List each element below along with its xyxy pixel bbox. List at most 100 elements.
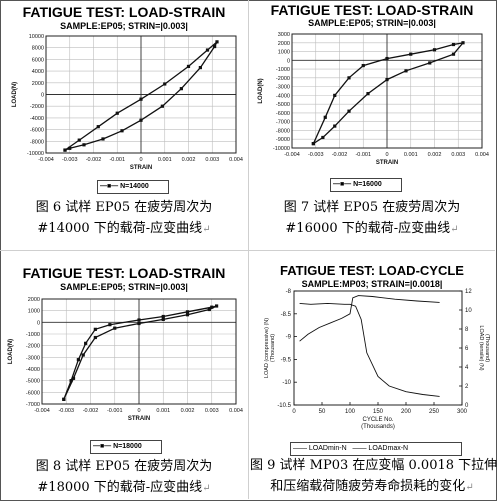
chart-plot-fig9: 0 50 100 150 200 250 300-8-8.5-9-9.5-10-10.512… xyxy=(264,289,490,430)
x-tick-label: 0.004 xyxy=(229,408,243,414)
x-tick-label: -0.001 xyxy=(355,152,371,158)
y-tick-label: 8000 xyxy=(32,46,44,52)
figure-caption: 图 8 试样 EP05 在疲劳周次为 #18000 下的载荷-应变曲线↵ xyxy=(2,456,246,499)
chart-title: FATIGUE TEST: LOAD-STRAIN xyxy=(22,4,226,20)
y-tick-label: -7000 xyxy=(276,120,290,126)
plot-frame xyxy=(45,35,237,154)
data-point-marker xyxy=(215,304,219,308)
plot-frame xyxy=(291,33,483,149)
y-tick-label: -10000 xyxy=(27,151,44,157)
chart-subtitle: SAMPLE:MP03; STRAIN=|0.0018| xyxy=(301,279,443,289)
x-tick-label: 0 xyxy=(292,409,296,415)
series-line-LOADmax-N xyxy=(299,302,440,397)
data-point-marker xyxy=(161,317,165,322)
x-tick-label: -0.002 xyxy=(83,408,99,414)
paragraph-mark-icon: ↵ xyxy=(202,224,211,235)
paragraph-mark-icon: ↵ xyxy=(450,224,459,235)
figure-caption: 图 6 试样 EP05 在疲劳周次为 #14000 下的载荷-应变曲线↵ xyxy=(2,197,246,240)
y-tick-label: -9000 xyxy=(276,137,290,143)
data-point-marker xyxy=(185,310,190,314)
caption-line2: #14000 下的载荷-应变曲线 xyxy=(37,221,203,236)
data-point-marker xyxy=(82,143,86,147)
data-point-marker xyxy=(311,142,315,146)
paragraph-mark-icon: ↵ xyxy=(465,482,474,493)
legend-label: N=14000 xyxy=(120,183,149,190)
y-tick-label: -2000 xyxy=(26,344,40,350)
x-tick-label: 0 xyxy=(137,408,140,414)
data-point-marker xyxy=(207,307,211,312)
x-tick-label: -0.004 xyxy=(284,152,300,158)
y-tick-label: 0 xyxy=(287,58,290,64)
data-point-marker xyxy=(451,42,456,47)
y-tick-label: 4000 xyxy=(32,69,44,75)
x-tick-label: 0.004 xyxy=(475,152,489,158)
x-tick-label: 200 xyxy=(401,409,412,415)
series-line-LOADmin-N xyxy=(299,295,440,342)
data-point-marker xyxy=(432,48,437,52)
paragraph-mark-icon: ↵ xyxy=(202,483,211,494)
data-point-marker xyxy=(333,93,337,97)
y-axis-label: LOAD(N) xyxy=(8,339,14,364)
caption-line1: 图 8 试样 EP05 在疲劳周次为 xyxy=(35,459,213,474)
data-point-marker xyxy=(215,40,219,44)
x-tick-label: 0 xyxy=(385,152,388,158)
y-tick-label: -5000 xyxy=(26,379,40,385)
data-point-marker xyxy=(347,76,351,80)
panel-fig6: FATIGUE TEST: LOAD-STRAIN SAMPLE:EP05; S… xyxy=(2,2,246,248)
plot-frame xyxy=(41,298,237,405)
y-right-tick-label: 0 xyxy=(465,403,469,409)
data-point-marker xyxy=(62,397,66,401)
caption-line1: 图 6 试样 EP05 在疲劳周次为 xyxy=(35,200,213,215)
data-point-marker xyxy=(77,138,81,142)
y-tick-label: -7000 xyxy=(26,402,40,408)
data-point-marker xyxy=(161,314,165,319)
data-point-marker xyxy=(139,97,143,101)
panel-fig8: FATIGUE TEST: LOAD-STRAIN SAMPLE:EP05; S… xyxy=(2,253,246,499)
chart-title: FATIGUE TEST: LOAD-CYCLE xyxy=(280,263,464,278)
x-axis-unit-label: (Thousands) xyxy=(361,424,395,430)
x-axis-label: STRAIN xyxy=(128,416,150,422)
x-tick-label: -0.002 xyxy=(332,152,348,158)
data-point-marker xyxy=(115,111,119,115)
y-tick-label: 2000 xyxy=(32,81,44,87)
data-point-marker xyxy=(96,125,100,129)
y-right-tick-label: 10 xyxy=(465,308,472,314)
y-tick-label: -1000 xyxy=(26,332,40,338)
y-right-axis-label: LOAD (tensile) (N) xyxy=(478,325,484,370)
chart-subtitle: SAMPLE:EP05; STRIN=|0.003| xyxy=(60,282,188,292)
data-point-marker xyxy=(205,48,210,52)
y-tick-label: -5000 xyxy=(276,102,290,108)
y-tick-label: -4000 xyxy=(26,367,40,373)
legend-marker-min: —— xyxy=(291,445,309,452)
chart-plot-fig7: -0.004 -0.003 -0.002 -0.001 0 0.001 0.002 0.003… xyxy=(258,32,489,166)
legend: —■— N=18000 xyxy=(90,440,162,454)
x-tick-label: 0.002 xyxy=(428,152,442,158)
x-tick-label: 100 xyxy=(345,409,356,415)
legend: —■— N=14000 xyxy=(97,180,169,194)
legend-label-max: LOADmax-N xyxy=(368,445,409,452)
data-point-marker xyxy=(81,353,85,357)
x-axis-label: CYCLE No. xyxy=(362,417,393,423)
x-tick-label: 0 xyxy=(139,157,142,163)
x-tick-label: 0.001 xyxy=(404,152,418,158)
legend-marker: —■— xyxy=(91,443,114,450)
y-tick-label: -4000 xyxy=(30,116,44,122)
caption-line2: 和压缩载荷随疲劳寿命损耗的变化 xyxy=(270,479,466,494)
legend-label: N=16000 xyxy=(353,181,382,188)
x-tick-label: 150 xyxy=(373,409,384,415)
data-point-marker xyxy=(461,41,465,45)
x-tick-label: -0.001 xyxy=(109,157,125,163)
data-point-marker xyxy=(210,305,214,309)
data-point-marker xyxy=(385,56,389,61)
y-tick-label: -1000 xyxy=(276,67,290,73)
y-left-axis-unit: (Thousand) xyxy=(270,334,276,362)
data-point-marker xyxy=(179,87,183,91)
y-tick-label: 1000 xyxy=(28,309,40,315)
data-point-marker xyxy=(71,376,76,380)
data-point-marker xyxy=(139,118,143,122)
x-tick-label: -0.003 xyxy=(62,157,78,163)
column-separator xyxy=(248,0,249,499)
y-tick-label: 0 xyxy=(37,320,40,326)
data-point-marker xyxy=(76,358,80,362)
y-tick-label: 10000 xyxy=(29,34,44,40)
